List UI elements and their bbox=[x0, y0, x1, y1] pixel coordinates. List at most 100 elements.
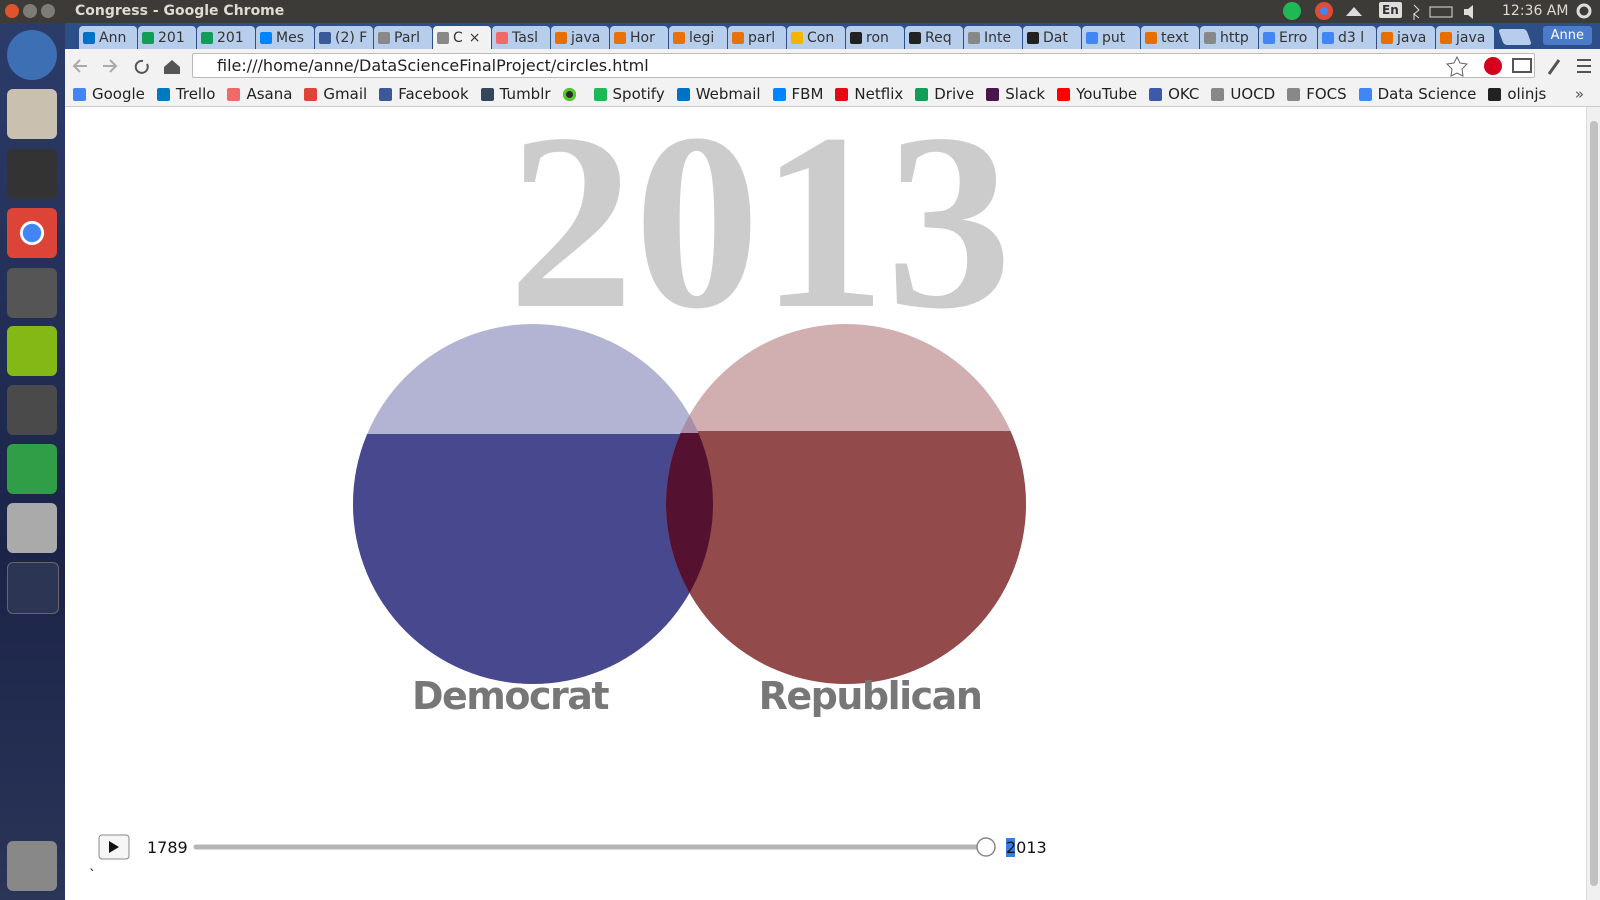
tab[interactable]: java bbox=[551, 26, 609, 49]
tab[interactable]: C × bbox=[433, 26, 491, 49]
settings-gear[interactable] bbox=[1575, 3, 1593, 20]
launcher-icon[interactable] bbox=[7, 562, 59, 614]
tab[interactable]: (2) F bbox=[315, 26, 373, 49]
bookmark-icon bbox=[1149, 87, 1163, 101]
tab[interactable]: java bbox=[1436, 26, 1494, 49]
bookmark[interactable]: Data Science bbox=[1358, 85, 1476, 103]
tab-title: Tasl bbox=[512, 29, 538, 46]
launcher-icon[interactable] bbox=[7, 385, 57, 435]
tab-title: Erro bbox=[1279, 29, 1308, 46]
bookmark[interactable]: Webmail bbox=[676, 85, 761, 103]
tab-icon bbox=[850, 31, 862, 44]
tab-title: Con bbox=[807, 29, 835, 46]
tab-title: d3 l bbox=[1338, 29, 1365, 46]
tab-icon bbox=[496, 31, 508, 44]
launcher-icon[interactable] bbox=[7, 89, 57, 139]
bookmark-label: Netflix bbox=[854, 85, 904, 103]
bookmark[interactable]: Drive bbox=[915, 85, 974, 103]
bookmark[interactable]: Google bbox=[73, 85, 145, 103]
tab-title: legi bbox=[689, 29, 715, 46]
tab-icon bbox=[83, 31, 95, 44]
new-tab-button[interactable] bbox=[1498, 29, 1532, 45]
scrollbar-thumb[interactable] bbox=[1590, 121, 1598, 886]
address-bar[interactable]: file:///home/anne/DataScienceFinalProjec… bbox=[192, 53, 1535, 78]
tab[interactable]: 201 bbox=[138, 26, 196, 49]
bookmark[interactable]: UOCD bbox=[1211, 85, 1275, 103]
tab-icon bbox=[909, 31, 921, 44]
tab[interactable]: java bbox=[1377, 26, 1435, 49]
bookmark[interactable]: Gmail bbox=[304, 85, 367, 103]
tab-icon bbox=[732, 31, 744, 44]
bookmark[interactable]: FOCS bbox=[1287, 85, 1347, 103]
keyboard-lang[interactable]: En bbox=[1379, 2, 1402, 18]
tab[interactable]: Tasl bbox=[492, 26, 550, 49]
tab[interactable]: d3 l bbox=[1318, 26, 1376, 49]
tab[interactable]: legi bbox=[669, 26, 727, 49]
nav-buttons[interactable] bbox=[71, 55, 191, 77]
bookmark[interactable]: Slack bbox=[986, 85, 1045, 103]
profile-badge[interactable]: Anne bbox=[1542, 26, 1592, 45]
tab-title: Mes bbox=[276, 29, 304, 46]
play-button[interactable] bbox=[98, 834, 130, 860]
tab-title: java bbox=[571, 29, 601, 46]
toolbar-icons[interactable] bbox=[1445, 54, 1595, 78]
tab-icon bbox=[673, 31, 685, 44]
scrollbar[interactable] bbox=[1586, 107, 1600, 900]
tab[interactable]: Hor bbox=[610, 26, 668, 49]
tab[interactable]: Ann bbox=[79, 26, 137, 49]
bookmark[interactable]: Tumblr bbox=[480, 85, 551, 103]
launcher-icon[interactable] bbox=[7, 30, 57, 80]
slider-thumb[interactable] bbox=[976, 837, 996, 857]
launcher-icon[interactable] bbox=[7, 208, 57, 258]
launcher-icon[interactable] bbox=[7, 444, 57, 494]
tab[interactable]: http bbox=[1200, 26, 1258, 49]
bookmarks-overflow[interactable]: » bbox=[1574, 85, 1584, 103]
top-panel: Congress - Google Chrome En 12:36 AM bbox=[0, 0, 1600, 23]
tab-title: ron bbox=[866, 29, 889, 46]
tab[interactable]: put bbox=[1082, 26, 1140, 49]
bookmark-label: Trello bbox=[175, 85, 216, 103]
year-label: 2013 bbox=[508, 107, 1012, 361]
toolbar: file:///home/anne/DataScienceFinalProjec… bbox=[65, 49, 1600, 82]
tab[interactable]: Dat bbox=[1023, 26, 1081, 49]
tab[interactable]: Mes bbox=[256, 26, 314, 49]
tab[interactable]: ron bbox=[846, 26, 904, 49]
tab[interactable]: 201 bbox=[197, 26, 255, 49]
launcher-icon[interactable] bbox=[7, 268, 57, 318]
stray-char: ` bbox=[89, 868, 96, 884]
bookmark[interactable]: Facebook bbox=[379, 85, 469, 103]
bookmark-label: FOCS bbox=[1306, 85, 1347, 103]
tab-icon bbox=[260, 31, 272, 44]
tab[interactable]: Inte bbox=[964, 26, 1022, 49]
tab[interactable]: parl bbox=[728, 26, 786, 49]
bookmark-icon-only[interactable] bbox=[562, 87, 582, 101]
tab-close[interactable]: × bbox=[468, 29, 481, 46]
trash-icon[interactable] bbox=[7, 841, 57, 891]
bookmark[interactable]: OKC bbox=[1149, 85, 1199, 103]
bookmark[interactable]: Asana bbox=[227, 85, 292, 103]
bookmark[interactable]: olinjs bbox=[1488, 85, 1546, 103]
clock[interactable]: 12:36 AM bbox=[1502, 3, 1569, 19]
bookmark-icon bbox=[156, 87, 170, 101]
tab[interactable]: text bbox=[1141, 26, 1199, 49]
tab[interactable]: Con bbox=[787, 26, 845, 49]
bookmark-icon bbox=[1211, 87, 1225, 101]
bookmark[interactable]: Netflix bbox=[835, 85, 903, 103]
bookmark[interactable]: Trello bbox=[156, 85, 216, 103]
tab[interactable]: Req bbox=[905, 26, 963, 49]
bookmark[interactable]: YouTube bbox=[1057, 85, 1137, 103]
launcher-icon[interactable] bbox=[7, 149, 57, 199]
window-buttons[interactable] bbox=[4, 3, 64, 20]
tab[interactable]: Parl bbox=[374, 26, 432, 49]
tab[interactable]: Erro bbox=[1259, 26, 1317, 49]
launcher-icon[interactable] bbox=[7, 503, 57, 553]
launcher-icon[interactable] bbox=[7, 326, 57, 376]
bookmark-icon bbox=[1358, 87, 1372, 101]
bookmark-icon bbox=[562, 87, 576, 101]
tab-title: 201 bbox=[158, 29, 185, 46]
bookmark-icon bbox=[480, 87, 494, 101]
bookmark[interactable]: Spotify bbox=[593, 85, 665, 103]
bookmark[interactable]: FBM bbox=[772, 85, 823, 103]
launcher bbox=[0, 23, 65, 900]
tab-strip: Ann 201 201 Mes (2) F Parl C × Tasl java Hor legi pa… bbox=[65, 23, 1600, 49]
